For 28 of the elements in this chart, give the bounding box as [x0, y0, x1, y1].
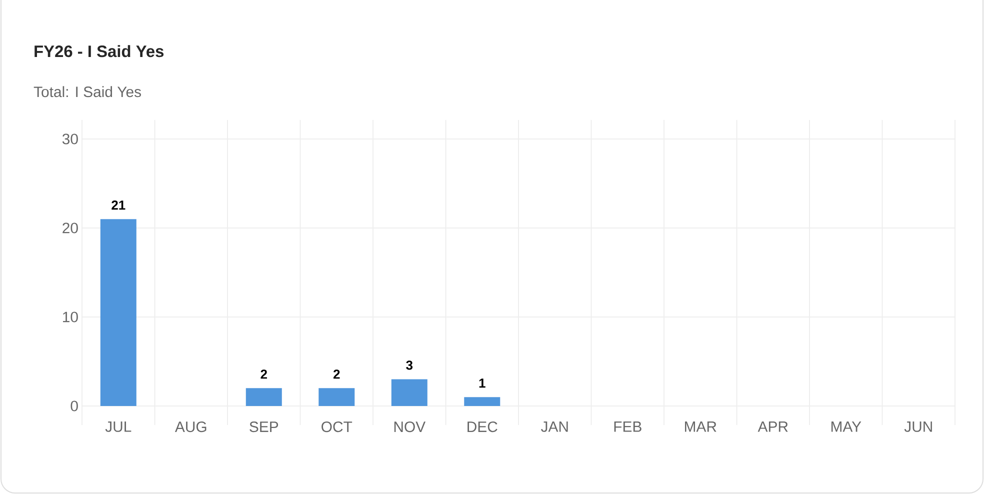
x-tick-label: JAN — [541, 422, 568, 432]
bar — [464, 397, 500, 406]
x-tick-label: AUG — [174, 422, 206, 432]
bar — [318, 388, 355, 406]
y-tick-label: 20 — [62, 222, 78, 234]
data-label: 2 — [260, 370, 267, 379]
chart-subtitle: Total: I Said Yes — [34, 86, 141, 98]
bar — [100, 219, 136, 406]
chart-title: FY26 - I Said Yes — [34, 45, 164, 58]
x-tick-label: MAR — [685, 422, 716, 432]
x-tick-label: APR — [758, 422, 788, 432]
x-tick-label: FEB — [614, 422, 642, 432]
y-tick-label: 10 — [63, 312, 78, 322]
x-tick-label: MAY — [831, 422, 862, 432]
data-label: 21 — [112, 200, 126, 210]
x-tick-label: DEC — [468, 422, 498, 432]
x-tick-label: NOV — [394, 422, 426, 432]
x-tick-label: JUN — [904, 422, 932, 432]
x-tick-label: SEP — [250, 422, 278, 432]
y-tick-label: 0 — [70, 400, 78, 412]
data-label: 1 — [479, 378, 486, 388]
y-tick-label: 30 — [62, 134, 78, 144]
x-tick-label: JUL — [105, 422, 132, 432]
bar — [391, 379, 428, 406]
data-label: 3 — [406, 360, 413, 370]
data-label: 2 — [333, 370, 340, 379]
bar — [246, 388, 282, 406]
x-tick-label: OCT — [322, 422, 352, 432]
